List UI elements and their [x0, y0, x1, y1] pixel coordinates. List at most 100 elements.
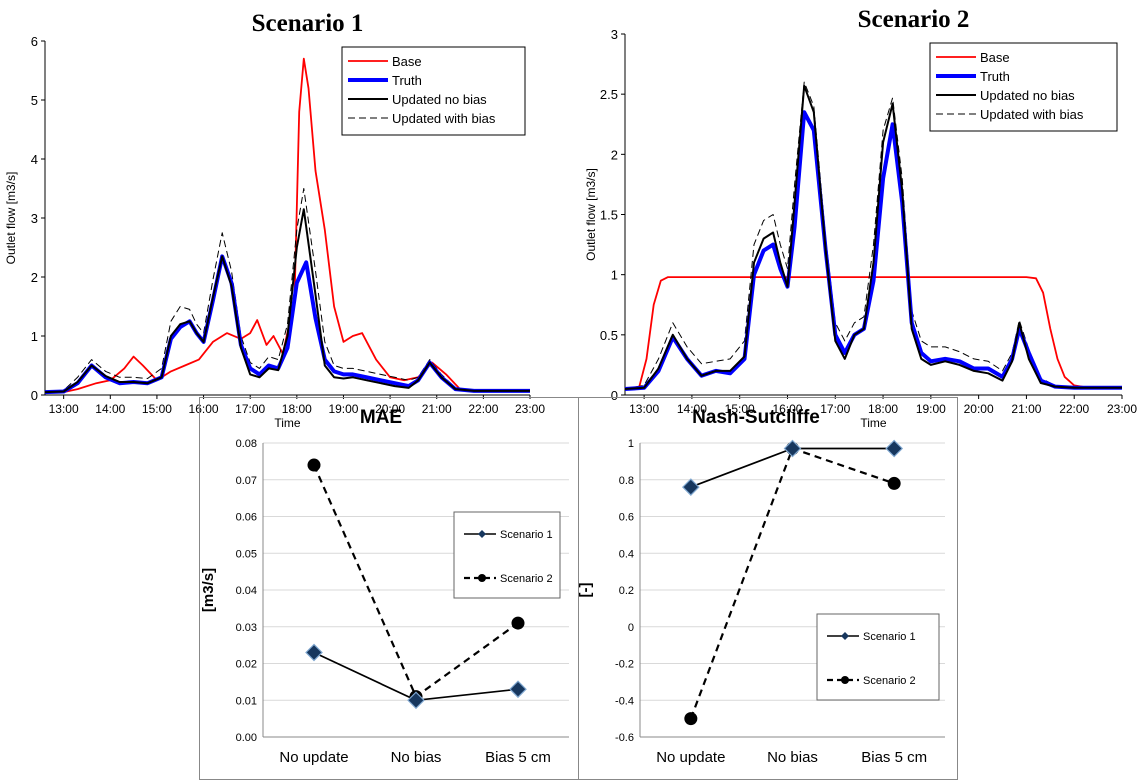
- legend-label: Truth: [980, 69, 1010, 84]
- chart-title: Scenario 2: [858, 6, 970, 33]
- marker-circle: [307, 458, 321, 472]
- legend-marker-diamond: [478, 530, 486, 538]
- x-tick-label: 16:00: [189, 402, 219, 416]
- legend-label: Base: [980, 50, 1010, 65]
- y-tick-label: 3: [31, 211, 38, 226]
- x-axis-label: Time: [860, 416, 887, 430]
- x-tick-label: 19:00: [328, 402, 358, 416]
- y-tick-label: 0.6: [619, 512, 634, 524]
- y-tick-label: 0.00: [236, 732, 257, 744]
- marker-diamond: [783, 439, 802, 458]
- legend-marker-circle: [478, 574, 486, 582]
- series-line-2: [44, 254, 530, 395]
- y-tick-label: -0.2: [615, 659, 634, 671]
- legend-box: [453, 511, 561, 599]
- legend-label: Scenario 2: [500, 573, 553, 585]
- y-tick-label: 5: [31, 93, 38, 108]
- marker-diamond: [305, 643, 323, 662]
- x-tick-label: 15:00: [725, 402, 755, 416]
- x-tick-label: 20:00: [964, 402, 994, 416]
- y-tick-label: 3: [611, 27, 618, 42]
- y-tick-label: 0.07: [236, 475, 257, 487]
- y-axis-label: Outlet flow [m3/s]: [584, 168, 598, 261]
- chart-2: Scenario 2 0 0.5 1 1.5 2 2.5 3 13:00 14:00 15:00 16…: [584, 6, 1137, 430]
- y-tick-label: -0.4: [615, 695, 634, 707]
- x-tick-label: 21:00: [422, 402, 452, 416]
- marker-circle: [511, 616, 525, 630]
- y-axis-label: [m3/s]: [200, 568, 217, 612]
- chart-title: MAE: [360, 407, 402, 428]
- legend-label: Base: [392, 54, 422, 69]
- marker-diamond: [407, 691, 425, 710]
- marker-diamond: [681, 478, 700, 496]
- category-label: Bias 5 cm: [861, 749, 927, 766]
- x-tick-label: 18:00: [868, 402, 898, 416]
- legend-label: Scenario 1: [500, 529, 553, 541]
- legend: Scenario 1 Scenario 2: [816, 613, 940, 701]
- y-tick-label: 2.5: [600, 87, 618, 102]
- chart-title: Scenario 1: [252, 10, 364, 37]
- y-tick-label: 2: [31, 270, 38, 285]
- y-tick-label: 0.04: [236, 585, 257, 597]
- x-tick-label: 13:00: [49, 402, 79, 416]
- y-tick-label: 0.06: [236, 512, 257, 524]
- y-tick-label: 0.05: [236, 548, 257, 560]
- legend-label: Truth: [392, 73, 422, 88]
- x-tick-label: 21:00: [1011, 402, 1041, 416]
- chart-3: MAE 0.00 0.01 0.02 0.03 0.04 0.05 0.06 0.07 0.08 N…: [200, 407, 569, 766]
- category-label: No update: [656, 749, 725, 766]
- y-tick-label: 6: [31, 34, 38, 49]
- y-tick-label: 1: [611, 268, 618, 283]
- marker-circle: [887, 476, 901, 490]
- y-tick-label: 1.5: [600, 208, 618, 223]
- y-tick-label: 0.08: [236, 438, 257, 450]
- y-tick-label: 1: [31, 329, 38, 344]
- marker-diamond: [509, 680, 527, 699]
- y-tick-label: 0.02: [236, 659, 257, 671]
- legend: Base Truth Updated no bias Updated with bia…: [341, 46, 526, 136]
- legend-label: Updated with bias: [980, 107, 1084, 122]
- y-tick-label: 1: [628, 438, 634, 450]
- y-tick-label: 4: [31, 152, 38, 167]
- legend-box: [816, 613, 940, 701]
- y-tick-label: 0.4: [619, 548, 634, 560]
- legend-label: Scenario 2: [863, 675, 916, 687]
- x-tick-label: 18:00: [282, 402, 312, 416]
- y-tick-label: 0.2: [619, 585, 634, 597]
- legend: Base Truth Updated no bias Updated with bia…: [929, 42, 1118, 132]
- y-tick-label: 0: [628, 622, 634, 634]
- x-tick-label: 14:00: [677, 402, 707, 416]
- x-tick-label: 20:00: [375, 402, 405, 416]
- x-tick-label: 22:00: [468, 402, 498, 416]
- x-tick-label: 14:00: [95, 402, 125, 416]
- y-axis-label: [-]: [577, 583, 594, 598]
- x-tick-label: 22:00: [1059, 402, 1089, 416]
- y-tick-label: 0.01: [236, 695, 257, 707]
- x-tick-label: 17:00: [235, 402, 265, 416]
- category-label: No bias: [391, 749, 442, 766]
- y-axis-label: Outlet flow [m3/s]: [4, 172, 18, 265]
- x-axis-label: Time: [274, 416, 301, 430]
- legend-marker-circle: [841, 676, 849, 684]
- x-tick-label: 19:00: [916, 402, 946, 416]
- marker-circle: [684, 712, 698, 726]
- x-tick-label: 13:00: [629, 402, 659, 416]
- x-tick-label: 17:00: [820, 402, 850, 416]
- legend-label: Updated with bias: [392, 111, 496, 126]
- series-line-3: [624, 84, 1122, 390]
- legend-label: Updated no bias: [980, 88, 1075, 103]
- y-tick-label: -0.6: [615, 732, 634, 744]
- chart-4: Nash-Sutcliffe 1 0.8 0.6 0.4 0.2 0 -0.2 -0.4 -0.6…: [577, 407, 945, 766]
- series-line-3: [44, 208, 530, 394]
- x-tick-label: 15:00: [142, 402, 172, 416]
- x-tick-label: 16:00: [772, 402, 802, 416]
- y-tick-label: 0.8: [619, 475, 634, 487]
- y-tick-label: 0: [31, 388, 38, 403]
- y-tick-label: 0.5: [600, 328, 618, 343]
- legend-marker-diamond: [841, 632, 849, 640]
- legend-label: Updated no bias: [392, 92, 487, 107]
- chart-1: Scenario 1 0 1 2 3 4 5 6 13:00 14:00 15:00 16:00 17:…: [4, 10, 545, 430]
- y-tick-label: 2: [611, 147, 618, 162]
- chart-title: Nash-Sutcliffe: [692, 407, 820, 428]
